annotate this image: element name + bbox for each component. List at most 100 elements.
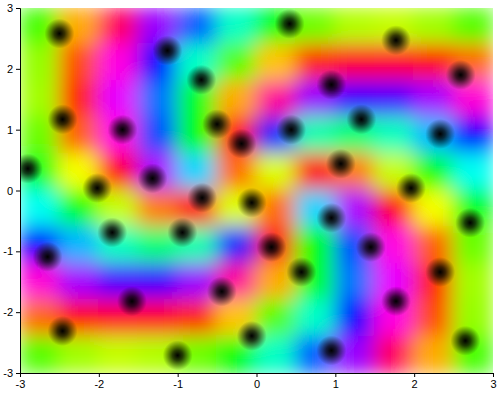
phase-cell xyxy=(413,336,454,374)
tick-mark xyxy=(99,373,100,377)
tick-label: 3 xyxy=(490,378,496,390)
phase-cell xyxy=(98,80,139,119)
tick-mark xyxy=(16,191,20,192)
tick: 1 xyxy=(7,124,20,136)
phase-cell xyxy=(98,8,139,46)
axis-line xyxy=(21,374,494,378)
zero xyxy=(137,163,167,193)
phase-cell xyxy=(137,117,178,156)
tick-mark xyxy=(16,130,20,131)
chart: -3-2-10123-3-2-10123 xyxy=(0,0,504,399)
zero xyxy=(48,316,78,346)
phase-cell xyxy=(58,226,99,265)
zero xyxy=(227,129,257,159)
zero xyxy=(396,173,426,203)
tick-label: -2 xyxy=(94,378,104,390)
zero xyxy=(381,25,411,55)
zero xyxy=(316,70,346,100)
zero xyxy=(207,276,237,306)
zero xyxy=(237,188,267,218)
tick: 0 xyxy=(254,373,260,390)
phase-cell xyxy=(374,80,415,119)
phase-cell xyxy=(58,263,99,302)
phase-cell xyxy=(334,8,375,46)
tick-label: 1 xyxy=(7,124,13,136)
axis-line xyxy=(16,9,21,374)
zero xyxy=(316,335,346,365)
zero xyxy=(97,217,127,247)
phase-cell xyxy=(374,117,415,156)
tick: -3 xyxy=(16,373,26,390)
tick-label: 0 xyxy=(7,185,13,197)
phase-cell xyxy=(98,44,139,83)
phase-cell xyxy=(216,44,257,83)
tick-mark xyxy=(335,373,336,377)
tick: 3 xyxy=(7,2,20,14)
zero xyxy=(316,203,346,233)
tick: 3 xyxy=(490,373,496,390)
phase-cell xyxy=(98,336,139,374)
zero xyxy=(20,154,43,184)
tick-mark xyxy=(16,373,20,374)
tick: -2 xyxy=(94,373,104,390)
zero xyxy=(446,60,476,90)
zero xyxy=(356,232,386,262)
zero xyxy=(163,340,193,370)
phase-cell xyxy=(374,336,415,374)
zero xyxy=(107,115,137,145)
zero xyxy=(186,65,216,95)
zero xyxy=(455,208,485,238)
phase-cell xyxy=(20,44,60,83)
zero xyxy=(187,183,217,213)
tick-label: 1 xyxy=(333,378,339,390)
phase-cell xyxy=(413,117,454,156)
tick-mark xyxy=(414,373,415,377)
tick-mark xyxy=(493,373,494,377)
phase-cell xyxy=(334,299,375,338)
tick-label: 2 xyxy=(7,63,13,75)
tick-mark xyxy=(257,373,258,377)
phase-cell xyxy=(256,226,297,265)
tick-label: -1 xyxy=(3,245,13,257)
tick: 1 xyxy=(333,373,339,390)
zero xyxy=(117,286,147,316)
phase-cell xyxy=(256,153,297,192)
zero xyxy=(256,232,286,262)
tick-mark xyxy=(16,69,20,70)
zero xyxy=(33,242,63,272)
zero xyxy=(425,119,455,149)
phase-cell xyxy=(413,299,454,338)
zero xyxy=(346,104,376,134)
phase-cell xyxy=(453,8,493,46)
zero xyxy=(326,149,356,179)
zero xyxy=(275,9,305,39)
tick: -1 xyxy=(3,245,20,257)
phase-cell xyxy=(295,299,336,338)
tick-label: -3 xyxy=(16,378,26,390)
zero xyxy=(276,115,306,145)
tick: -2 xyxy=(3,306,20,318)
phase-cell xyxy=(216,153,257,192)
phase-cell xyxy=(453,153,493,192)
phase-cell xyxy=(256,80,297,119)
tick-label: -2 xyxy=(3,306,13,318)
phase-cell xyxy=(453,117,493,156)
phase-cell xyxy=(413,80,454,119)
tick-label: 2 xyxy=(412,378,418,390)
tick-label: -1 xyxy=(173,378,183,390)
phase-cell xyxy=(334,263,375,302)
phase-cell xyxy=(256,44,297,83)
tick: 0 xyxy=(7,185,20,197)
tick-mark xyxy=(16,251,20,252)
phase-cells xyxy=(20,8,493,373)
phase-cell xyxy=(177,8,218,46)
tick-mark xyxy=(16,312,20,313)
tick-label: 3 xyxy=(7,2,13,14)
tick: -1 xyxy=(173,373,183,390)
tick: 2 xyxy=(7,63,20,75)
zero xyxy=(286,257,316,287)
tick: 2 xyxy=(412,373,418,390)
plot: -3-2-10123-3-2-10123 xyxy=(3,2,496,390)
tick-mark xyxy=(178,373,179,377)
phase-cell xyxy=(453,263,493,302)
